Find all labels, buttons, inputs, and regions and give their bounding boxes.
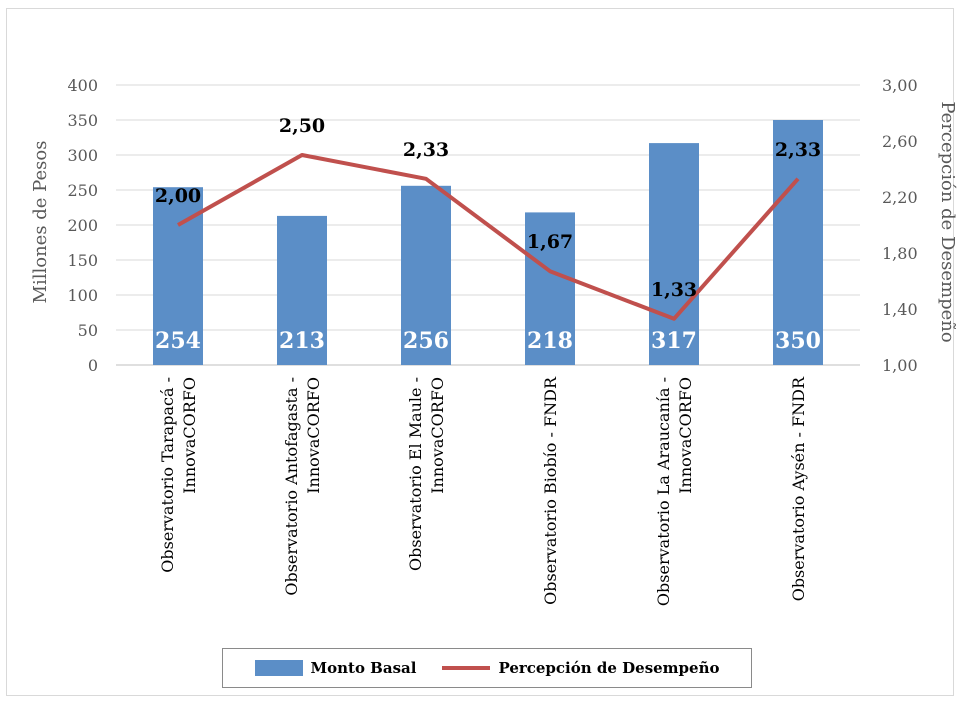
category-label: InnovaCORFO: [180, 377, 199, 494]
line-value-label: 1,33: [651, 279, 697, 301]
category-label: InnovaCORFO: [304, 377, 323, 494]
bar-labels: 254 213 256 218 317 350: [155, 328, 821, 354]
bar: [773, 120, 823, 365]
line-value-label: 2,00: [155, 185, 201, 207]
bar-value-label: 254: [155, 328, 201, 354]
bars: [153, 120, 823, 365]
y2-tick-label: 1,80: [882, 244, 918, 263]
y-axis-title: Millones de Pesos: [30, 141, 51, 304]
category-label: InnovaCORFO: [428, 377, 447, 494]
y-tick-label: 50: [78, 321, 98, 340]
category-label: Observatorio Tarapacá -: [158, 377, 177, 573]
y-tick-label: 150: [67, 251, 98, 270]
legend-line-swatch: [442, 666, 491, 670]
bar-value-label: 256: [403, 328, 449, 354]
bar-value-label: 350: [775, 328, 821, 354]
performance-line: [177, 153, 800, 321]
legend-item-percepcion: Percepción de Desempeño: [442, 659, 720, 677]
category-labels: Observatorio Tarapacá - InnovaCORFO Observ…: [158, 376, 808, 606]
right-axis-ticks: 1,00 1,40 1,80 2,20 2,60 3,00: [882, 76, 918, 375]
y-tick-label: 100: [67, 286, 98, 305]
line-value-label: 2,33: [775, 139, 821, 161]
legend-label-monto-basal: Monto Basal: [310, 659, 417, 677]
legend-item-monto-basal: Monto Basal: [254, 659, 417, 677]
line-value-label: 2,50: [279, 115, 325, 137]
series-line: [177, 153, 800, 321]
y2-tick-label: 2,20: [882, 188, 918, 207]
y-tick-label: 250: [67, 181, 98, 200]
category-label: InnovaCORFO: [676, 377, 695, 494]
y2-tick-label: 1,40: [882, 300, 918, 319]
bar: [649, 143, 699, 365]
bar-value-label: 218: [527, 328, 573, 354]
line-value-label: 1,67: [527, 231, 573, 253]
y2-axis-title: Percepción de Desempeño: [937, 101, 958, 342]
y-tick-label: 200: [67, 216, 98, 235]
category-label: Observatorio El Maule -: [406, 377, 425, 571]
legend-bar-swatch: [254, 660, 303, 676]
legend-label-percepcion: Percepción de Desempeño: [498, 659, 720, 677]
y-tick-label: 300: [67, 146, 98, 165]
legend: Monto Basal Percepción de Desempeño: [222, 648, 752, 688]
bar-value-label: 213: [279, 328, 325, 354]
y2-tick-label: 3,00: [882, 76, 918, 95]
bar: [525, 212, 575, 365]
line-labels: 2,00 2,50 2,33 1,67 1,33 2,33: [155, 115, 821, 301]
y-tick-label: 350: [67, 111, 98, 130]
bar: [277, 215, 327, 365]
left-axis-ticks: 0 50 100 150 200 250 300 350 400: [67, 76, 98, 375]
bar-value-label: 317: [651, 328, 697, 354]
category-label: Observatorio Biobío - FNDR: [541, 376, 560, 605]
grid-lines: [116, 84, 860, 366]
line-value-label: 2,33: [403, 139, 449, 161]
bar: [401, 185, 451, 365]
category-label: Observatorio La Araucanía -: [654, 377, 673, 606]
category-label: Observatorio Aysén - FNDR: [789, 376, 808, 601]
category-label: Observatorio Antofagasta -: [282, 377, 301, 596]
y2-tick-label: 2,60: [882, 132, 918, 151]
y-tick-label: 0: [88, 356, 98, 375]
y2-tick-label: 1,00: [882, 356, 918, 375]
y-tick-label: 400: [67, 76, 98, 95]
